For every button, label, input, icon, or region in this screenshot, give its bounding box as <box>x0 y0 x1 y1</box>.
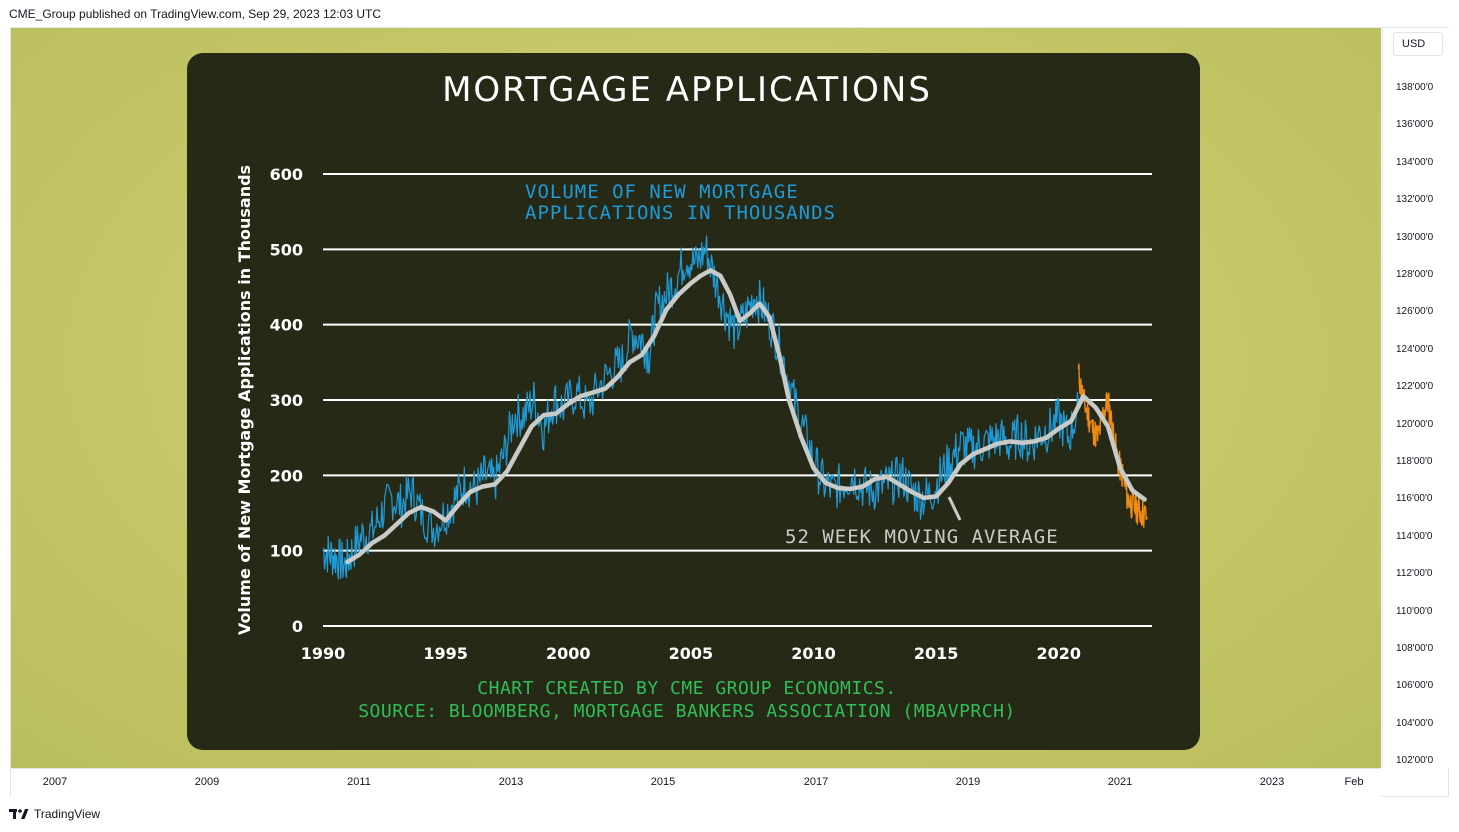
y-tick-label: 0 <box>292 617 303 636</box>
price-axis-label: 104'00'0 <box>1396 717 1434 729</box>
y-tick-label: 400 <box>270 316 303 335</box>
x-tick-label: 2010 <box>791 644 836 663</box>
price-axis-label: 102'00'0 <box>1396 755 1434 767</box>
tradingview-brand-name: TradingView <box>34 807 101 821</box>
time-axis-label: 2021 <box>1107 776 1133 788</box>
x-tick-label: 2005 <box>669 644 714 663</box>
time-axis-label: Feb <box>1344 776 1364 788</box>
time-axis-label: 2019 <box>955 776 981 788</box>
price-axis-label: 128'00'0 <box>1396 269 1434 280</box>
chart-title: MORTGAGE APPLICATIONS <box>442 70 932 110</box>
time-axis-label: 2023 <box>1259 776 1285 788</box>
publish-info: CME_Group published on TradingView.com, … <box>9 7 381 21</box>
time-axis-label: 2011 <box>347 776 371 788</box>
time-axis-label: 2013 <box>498 776 524 788</box>
chart-image-card <box>187 53 1200 750</box>
price-axis-label: 124'00'0 <box>1396 343 1434 355</box>
price-axis-label: 138'00'0 <box>1396 82 1434 93</box>
price-axis-label: 118'00'0 <box>1396 456 1433 467</box>
y-tick-label: 200 <box>270 466 303 485</box>
y-tick-label: 500 <box>270 240 303 259</box>
series-recent-line <box>1077 363 1148 528</box>
time-axis-label: 2015 <box>650 776 676 788</box>
tradingview-logo-icon <box>9 809 29 819</box>
annotation-pointer <box>947 496 962 521</box>
y-tick-label: 600 <box>270 165 303 184</box>
tradingview-brand[interactable]: TradingView <box>9 806 100 822</box>
time-axis-label: 2007 <box>42 776 68 788</box>
footnote-credit: CHART CREATED BY CME GROUP ECONOMICS. <box>477 678 897 699</box>
price-axis-label: 132'00'0 <box>1396 194 1434 206</box>
annotation-moving-average: 52 WEEK MOVING AVERAGE <box>785 526 1059 548</box>
annotation-weekly-volume: APPLICATIONS IN THOUSANDS <box>525 202 836 224</box>
price-axis-label: 120'00'0 <box>1396 418 1434 430</box>
x-tick-label: 2015 <box>914 644 959 663</box>
price-axis-label: 134'00'0 <box>1396 156 1434 168</box>
x-tick-label: 1995 <box>423 644 468 663</box>
y-tick-label: 300 <box>270 391 303 410</box>
footnote-source: SOURCE: BLOOMBERG, MORTGAGE BANKERS ASSO… <box>358 701 1016 722</box>
price-axis-label: 130'00'0 <box>1396 231 1434 243</box>
price-axis-label: 122'00'0 <box>1396 381 1434 393</box>
price-axis-label: 126'00'0 <box>1396 306 1434 318</box>
x-tick-label: 1990 <box>301 644 346 663</box>
x-tick-label: 2020 <box>1037 644 1082 663</box>
price-axis-label: 114'00'0 <box>1396 530 1433 542</box>
price-axis[interactable] <box>1382 28 1449 768</box>
y-axis-label: Volume of New Mortgage Applications in T… <box>235 165 254 635</box>
series-moving-average-line <box>345 268 1147 565</box>
price-axis-label: 136'00'0 <box>1396 119 1434 131</box>
price-axis-label: 106'00'0 <box>1396 680 1434 692</box>
price-axis-label: 116'00'0 <box>1396 493 1433 505</box>
time-axis-label: 2009 <box>194 776 220 788</box>
time-axis[interactable] <box>11 768 1381 797</box>
price-axis-label: 110'00'0 <box>1396 605 1433 617</box>
x-tick-label: 2000 <box>546 644 591 663</box>
price-axis-label: 112'00'0 <box>1396 568 1433 580</box>
currency-button[interactable]: USD <box>1393 32 1443 56</box>
price-axis-label: 108'00'0 <box>1396 643 1434 654</box>
series-weekly-line <box>322 235 1079 580</box>
annotation-weekly-volume: VOLUME OF NEW MORTGAGE <box>525 181 799 203</box>
y-tick-label: 100 <box>270 542 303 561</box>
time-axis-label: 2017 <box>803 776 829 788</box>
